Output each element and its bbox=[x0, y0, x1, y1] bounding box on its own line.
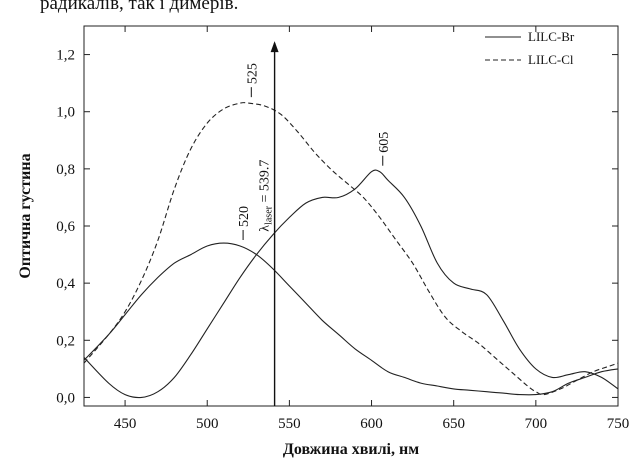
y-tick-label: 1,2 bbox=[56, 48, 75, 64]
y-tick-label: 0,0 bbox=[56, 390, 75, 406]
legend-label-lilc-br: LILC-Br bbox=[528, 29, 575, 44]
x-tick-label: 550 bbox=[278, 416, 301, 432]
y-tick-label: 0,6 bbox=[56, 219, 75, 235]
plot-area: 450 500 550 600 650 700 750 0,0 0,2 0,4 0,6 0,8 1,0 1… bbox=[56, 25, 630, 432]
x-tick-label: 750 bbox=[607, 416, 630, 432]
x-tick-label: 700 bbox=[525, 416, 548, 432]
legend-label-lilc-cl: LILC-Cl bbox=[528, 52, 574, 67]
x-tick-label: 500 bbox=[196, 416, 219, 432]
third-series-line bbox=[84, 242, 618, 396]
legend: LILC-Br LILC-Cl bbox=[485, 29, 575, 67]
y-tick-label: 0,8 bbox=[56, 162, 75, 178]
lilc-br-series-line bbox=[84, 169, 618, 399]
peak-label: 525 bbox=[245, 63, 260, 84]
laser-label-lambda: λ bbox=[258, 225, 273, 232]
peak-label: 605 bbox=[377, 132, 392, 153]
x-tick-label: 650 bbox=[442, 416, 465, 432]
laser-label-value: = 539.7 bbox=[258, 160, 273, 206]
y-tick-label: 0,2 bbox=[56, 333, 75, 349]
y-tick-label: 0,4 bbox=[56, 276, 75, 292]
laser-arrow-head bbox=[270, 41, 279, 53]
lilc-cl-series-line bbox=[84, 102, 618, 396]
x-axis-title: Довжина хвилі, нм bbox=[283, 441, 419, 458]
plot-frame bbox=[83, 25, 619, 407]
laser-label: λlaser = 539.7 bbox=[258, 160, 275, 232]
peak-label: 520 bbox=[237, 206, 252, 227]
x-tick-label: 450 bbox=[114, 416, 137, 432]
y-tick-label: 1,0 bbox=[56, 105, 75, 121]
x-tick-label: 600 bbox=[360, 416, 383, 432]
laser-label-subscript: laser bbox=[264, 205, 275, 225]
y-axis-title: Оптична густина bbox=[17, 153, 34, 278]
caption-fragment: радикалів, так і димерів. bbox=[40, 0, 238, 14]
